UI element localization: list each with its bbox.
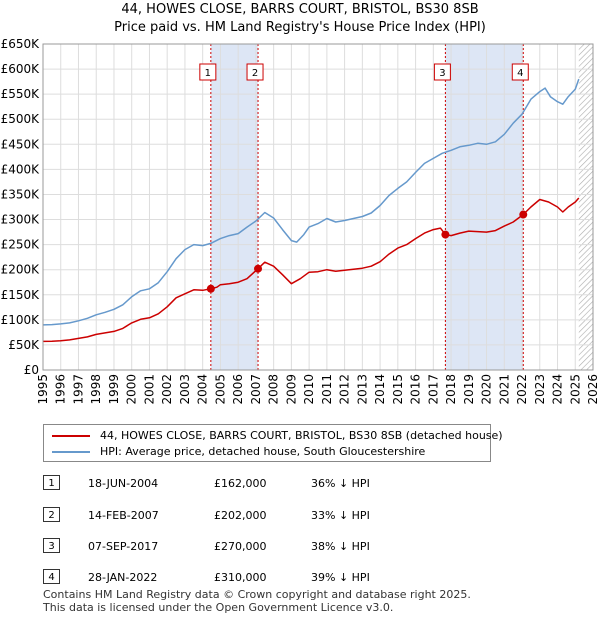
- plot-frame: [42, 43, 594, 371]
- x-tick-label: 2026: [586, 374, 600, 405]
- chart-title: 44, HOWES CLOSE, BARRS COURT, BRISTOL, B…: [121, 2, 479, 17]
- x-tick-label: 2006: [231, 374, 245, 405]
- y-tick-label: £250K: [1, 238, 41, 252]
- sale-hpi-diff: 36% ↓ HPI: [311, 477, 370, 490]
- sale-label-box: [511, 63, 529, 81]
- sale-price: £310,000: [214, 571, 267, 584]
- legend-swatch-hpi: [52, 451, 90, 453]
- x-tick-label: 2001: [142, 374, 156, 405]
- sale-date: 07-SEP-2017: [88, 540, 159, 553]
- sale-label-text: 1: [205, 68, 211, 79]
- x-tick-label: 2010: [302, 374, 316, 405]
- sale-label-text: 2: [252, 68, 258, 79]
- x-tick-label: 2003: [178, 374, 192, 405]
- sale-number-badge: 3: [43, 538, 60, 553]
- footer-licence: This data is licensed under the Open Gov…: [43, 601, 394, 614]
- x-tick-label: 2018: [444, 374, 458, 405]
- x-tick-label: 2016: [409, 374, 423, 405]
- y-tick-label: £100K: [1, 313, 41, 327]
- sale-number-badge: 2: [43, 507, 60, 522]
- x-tick-label: 2023: [533, 374, 547, 405]
- sale-point: [519, 210, 528, 219]
- x-tick-label: 2020: [480, 374, 494, 405]
- y-tick-label: £500K: [1, 112, 41, 126]
- x-tick-label: 2022: [515, 374, 529, 405]
- sale-hpi-diff: 33% ↓ HPI: [311, 509, 370, 522]
- x-tick-label: 2000: [125, 374, 139, 405]
- x-tick-label: 1997: [71, 374, 85, 405]
- y-tick-label: £450K: [1, 137, 41, 151]
- sale-label-text: 3: [439, 68, 445, 79]
- y-tick-label: £350K: [1, 187, 41, 201]
- chart-subtitle: Price paid vs. HM Land Registry's House …: [114, 20, 486, 35]
- x-tick-label: 2011: [320, 374, 334, 405]
- x-tick-label: 2019: [462, 374, 476, 405]
- y-tick-label: £300K: [1, 213, 41, 227]
- y-tick-label: £550K: [1, 87, 41, 101]
- y-tick-label: £650K: [1, 37, 41, 51]
- y-tick-label: £50K: [8, 338, 40, 352]
- x-tick-label: 2007: [249, 374, 263, 405]
- forecast-hatch: [578, 44, 593, 370]
- x-tick-label: 2012: [338, 374, 352, 405]
- sale-row: 3 07-SEP-2017 £270,000 38% ↓ HPI: [0, 535, 600, 557]
- x-tick-label: 2017: [426, 374, 440, 405]
- sale-date: 18-JUN-2004: [88, 477, 159, 490]
- sale-label-box: [199, 63, 217, 81]
- y-tick-label: £150K: [1, 288, 41, 302]
- y-tick-label: £0: [24, 363, 39, 377]
- x-tick-label: 1995: [36, 374, 50, 405]
- sale-date: 14-FEB-2007: [88, 509, 159, 522]
- sale-point: [206, 284, 215, 293]
- x-tick-label: 2005: [213, 374, 227, 405]
- x-tick-label: 2015: [391, 374, 405, 405]
- x-tick-label: 2024: [551, 374, 565, 405]
- sale-label-box: [433, 63, 451, 81]
- shaded-period: [210, 44, 259, 370]
- legend-label-property: 44, HOWES CLOSE, BARRS COURT, BRISTOL, B…: [100, 429, 503, 442]
- hpi-line: [42, 78, 580, 326]
- y-tick-label: £400K: [1, 162, 41, 176]
- sale-label-text: 4: [517, 68, 523, 79]
- legend-label-hpi: HPI: Average price, detached house, Sout…: [100, 445, 426, 458]
- sale-price: £162,000: [214, 477, 267, 490]
- x-tick-label: 2021: [497, 374, 511, 405]
- x-tick-label: 2025: [568, 374, 582, 405]
- sale-row: 4 28-JAN-2022 £310,000 39% ↓ HPI: [0, 566, 600, 588]
- sale-point: [254, 264, 263, 273]
- x-tick-label: 2014: [373, 374, 387, 405]
- x-tick-label: 1998: [89, 374, 103, 405]
- x-tick-label: 2009: [284, 374, 298, 405]
- sale-number-badge: 1: [43, 475, 60, 490]
- y-tick-label: £600K: [1, 62, 41, 76]
- x-tick-label: 1999: [107, 374, 121, 405]
- sale-date: 28-JAN-2022: [88, 571, 158, 584]
- sale-number-badge: 4: [43, 569, 60, 584]
- x-tick-label: 2008: [267, 374, 281, 405]
- shaded-period: [445, 44, 524, 370]
- sale-price: £202,000: [214, 509, 267, 522]
- y-tick-label: £200K: [1, 263, 41, 277]
- sale-point: [441, 230, 450, 239]
- sale-price: £270,000: [214, 540, 267, 553]
- x-tick-label: 2013: [355, 374, 369, 405]
- sale-hpi-diff: 38% ↓ HPI: [311, 540, 370, 553]
- sale-row: 1 18-JUN-2004 £162,000 36% ↓ HPI: [0, 472, 600, 494]
- x-tick-label: 2002: [160, 374, 174, 405]
- property-price-line: [42, 197, 580, 343]
- chart-legend: 44, HOWES CLOSE, BARRS COURT, BRISTOL, B…: [43, 424, 503, 462]
- sale-hpi-diff: 39% ↓ HPI: [311, 571, 370, 584]
- footer-copyright: Contains HM Land Registry data © Crown c…: [43, 588, 471, 601]
- sale-label-box: [246, 63, 264, 81]
- legend-swatch-property: [52, 435, 90, 437]
- x-tick-label: 2004: [196, 374, 210, 405]
- price-chart: 1 2 3 4 £0 £50K £100K £150K £200K £250K £300K £350…: [1, 37, 600, 405]
- x-tick-label: 1996: [54, 374, 68, 405]
- sale-row: 2 14-FEB-2007 £202,000 33% ↓ HPI: [0, 504, 600, 526]
